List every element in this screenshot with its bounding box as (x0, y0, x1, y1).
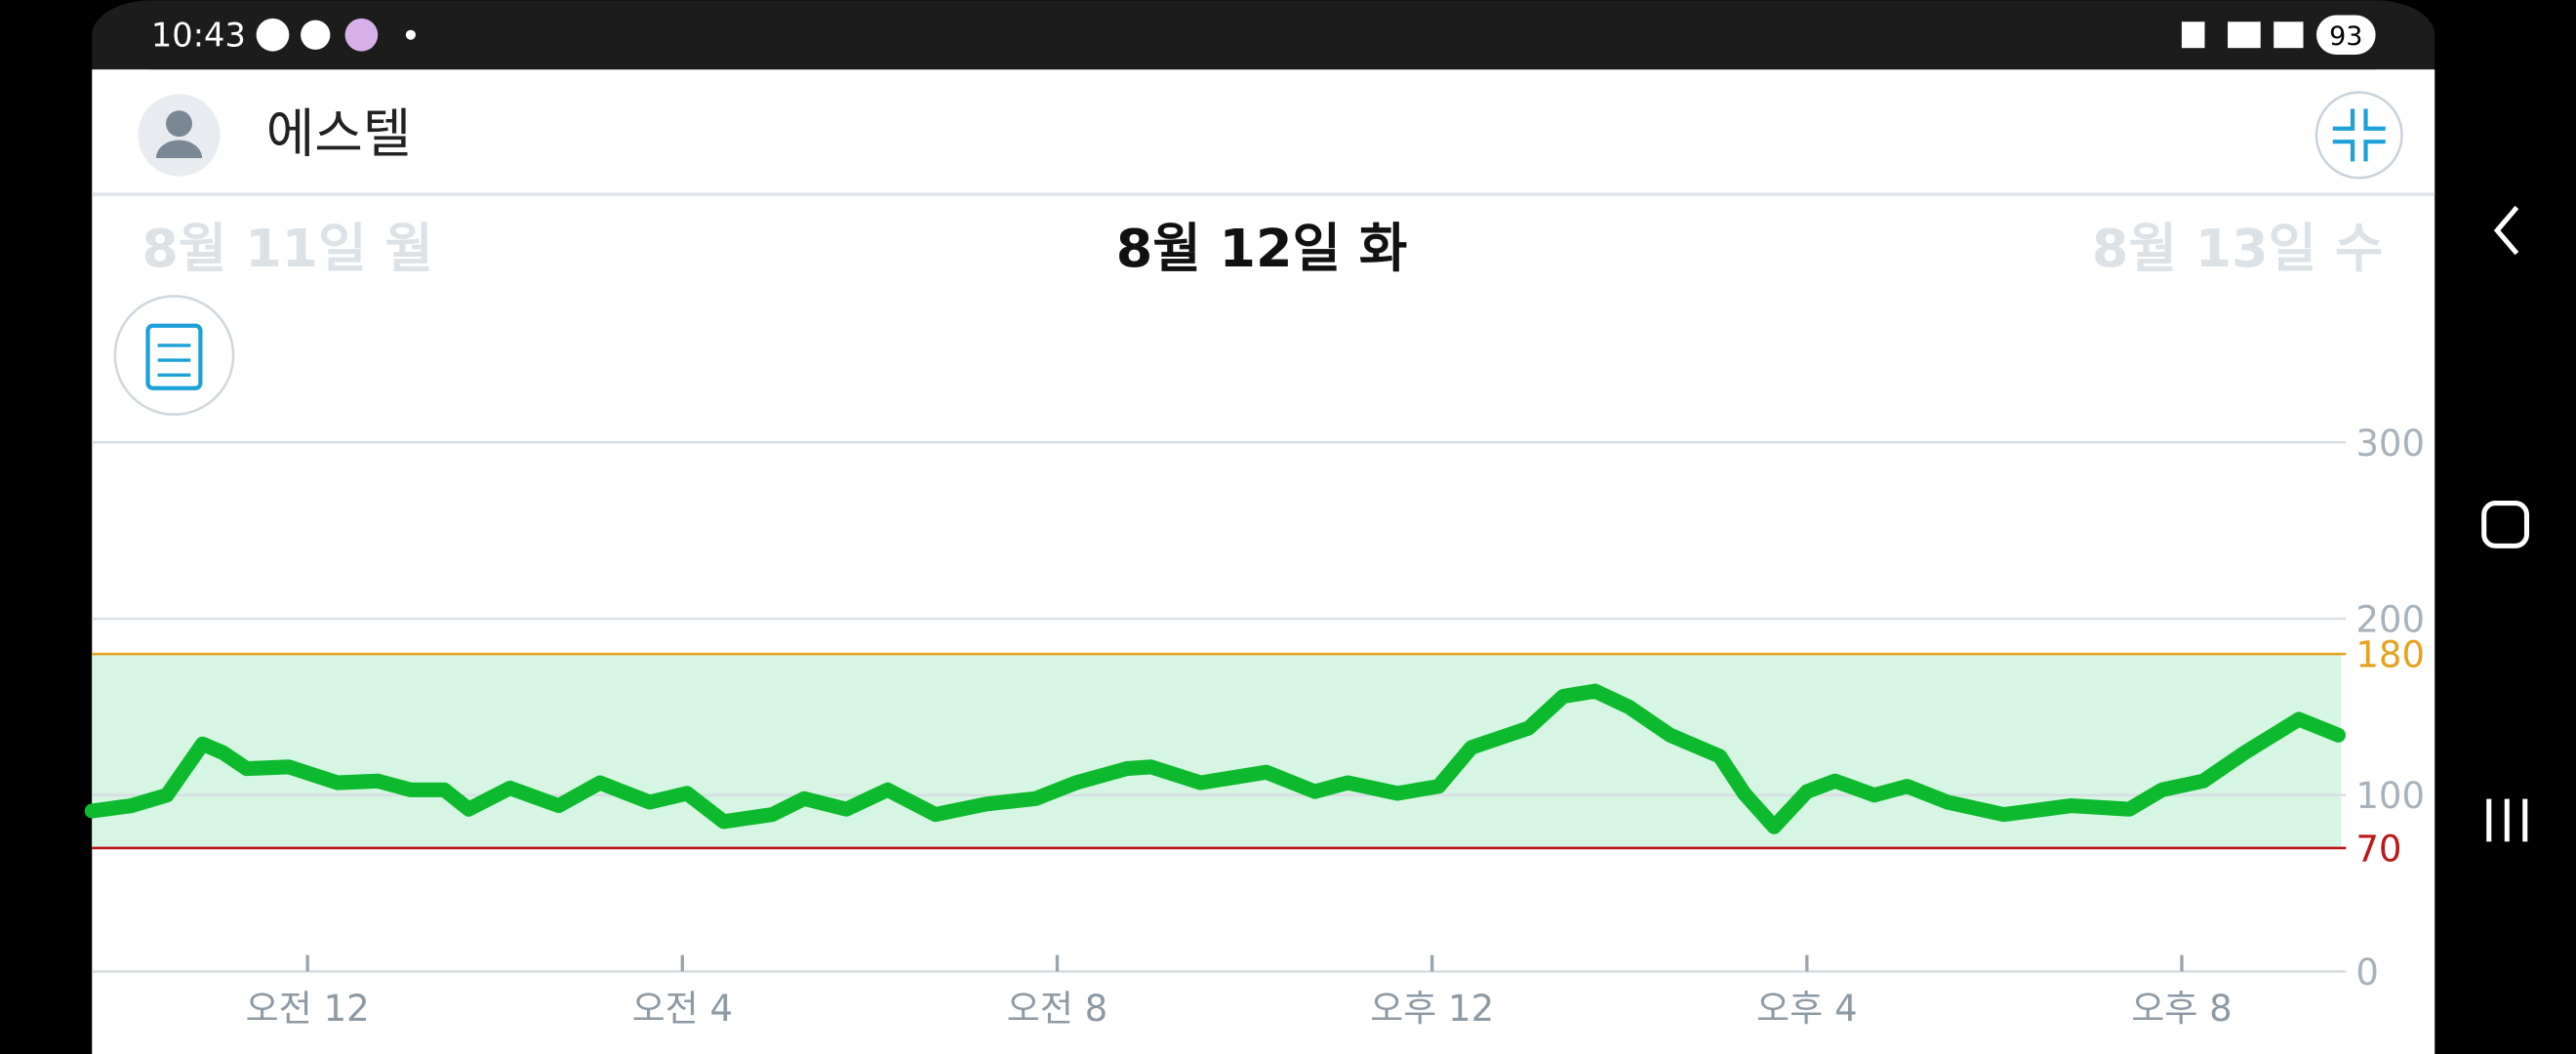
x-tick-label: 오전 8 (1007, 988, 1107, 1030)
user-name: 에스텔 (266, 102, 412, 164)
y-tick-label: 300 (2355, 423, 2425, 465)
x-tick-label: 오후 12 (1370, 988, 1494, 1030)
collapse-icon (2332, 108, 2386, 162)
nav-home[interactable] (2481, 501, 2530, 548)
previous-date[interactable]: 8월 11일 월 (141, 218, 433, 279)
clipboard-icon (145, 323, 203, 390)
nav-recents[interactable] (2486, 798, 2528, 842)
notification-icons (256, 18, 416, 52)
battery (2315, 15, 2376, 55)
nav-back[interactable] (2493, 205, 2519, 256)
system-icons (2181, 21, 2304, 49)
battery-level: 93 (2329, 21, 2362, 52)
glucose-line (84, 683, 2346, 834)
x-tick-label: 오전 12 (246, 988, 370, 1030)
x-tick-label: 오후 8 (2131, 988, 2232, 1030)
x-tick-label: 오후 4 (1756, 988, 1857, 1030)
current-date: 8월 12일 화 (1116, 218, 1408, 279)
log-button[interactable] (113, 295, 235, 416)
clipboard-lines (157, 344, 191, 377)
y-tick-label: 100 (2355, 775, 2425, 817)
threshold-label: 180 (2355, 634, 2425, 676)
clock: 10:43 (151, 17, 246, 55)
threshold-label: 70 (2355, 828, 2401, 870)
y-tick-label: 200 (2355, 598, 2425, 640)
x-tick-label: 오전 4 (632, 988, 733, 1030)
avatar-head (166, 110, 192, 138)
avatar-body (155, 140, 203, 159)
y-tick-label: 0 (2355, 952, 2379, 993)
next-date[interactable]: 8월 13일 수 (2092, 218, 2384, 279)
chart: 0 100 200 300 180 70 오전 12 오전 4 오전 8 오후 12 오후 4 오후 … (84, 423, 2425, 1030)
app-area (92, 69, 2435, 1054)
collapse-button[interactable] (2314, 91, 2403, 180)
status-bar-fill (92, 33, 2435, 70)
